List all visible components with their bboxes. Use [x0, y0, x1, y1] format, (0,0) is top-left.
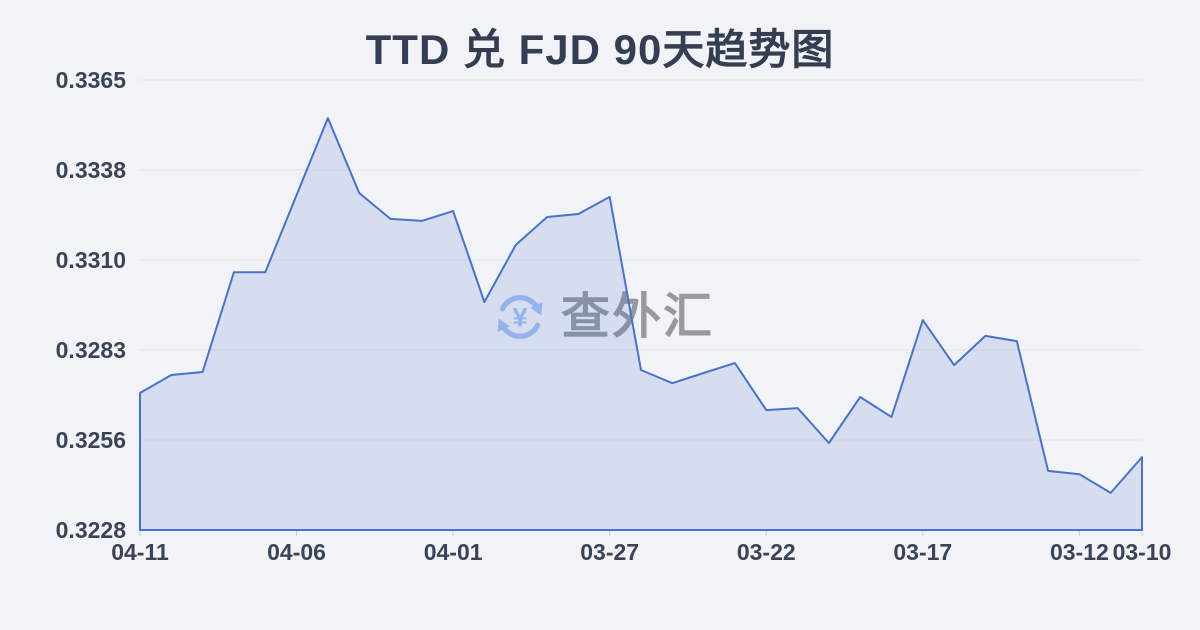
trend-area-series — [139, 117, 1143, 531]
currency-refresh-icon: ¥ — [497, 294, 543, 340]
x-axis-label: 04-01 — [424, 539, 483, 565]
x-axis-label: 03-22 — [737, 539, 796, 565]
y-axis-label: 0.3310 — [56, 247, 126, 273]
x-axis-label: 03-27 — [580, 539, 639, 565]
x-axis-label: 03-17 — [893, 539, 952, 565]
y-axis-label: 0.3283 — [56, 337, 126, 363]
y-axis-label: 0.3338 — [56, 157, 127, 183]
watermark: ¥ 查外汇 — [489, 286, 714, 348]
x-axis-label: 04-11 — [111, 539, 169, 565]
y-axis-label: 0.3365 — [56, 67, 127, 93]
x-axis-label: 04-06 — [267, 539, 326, 565]
y-axis-label: 0.3228 — [56, 517, 127, 543]
x-axis-label: 03-10 — [1113, 539, 1172, 565]
x-axis-label: 03-12 — [1050, 539, 1109, 565]
chart-title: TTD 兑 FJD 90天趋势图 — [365, 26, 835, 73]
y-axis-label: 0.3256 — [56, 427, 126, 453]
watermark-text: 查外汇 — [561, 290, 715, 344]
svg-text:¥: ¥ — [512, 302, 527, 333]
